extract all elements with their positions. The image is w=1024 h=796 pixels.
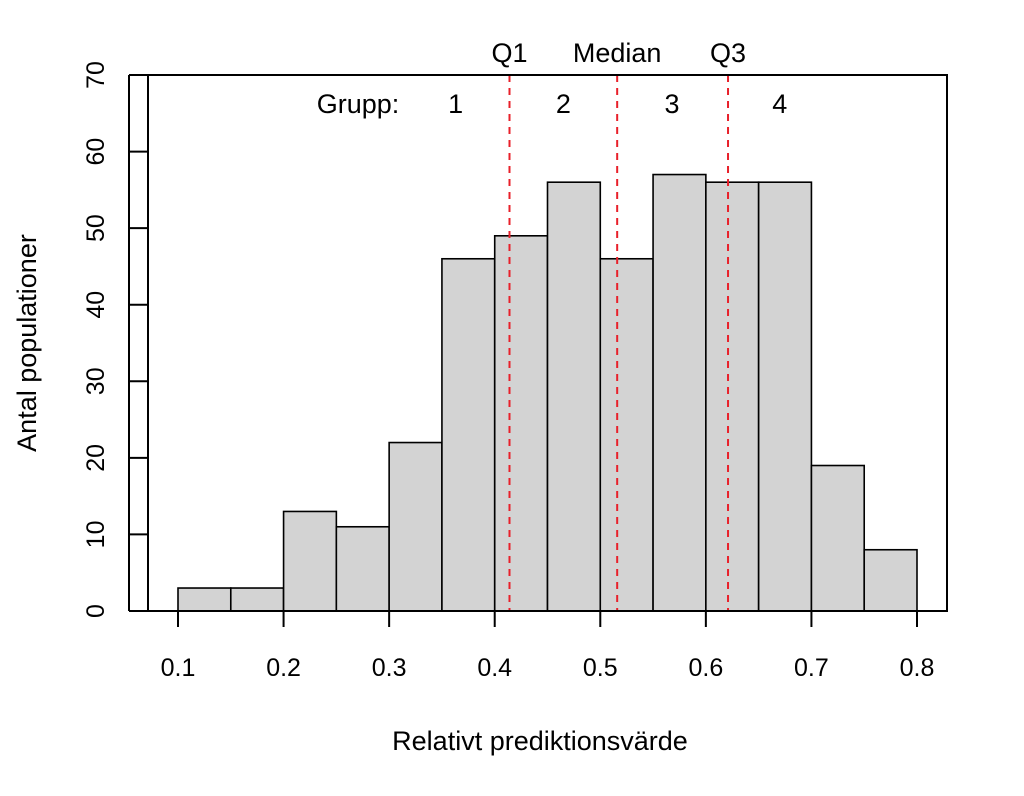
annotations-group: Q1 Median Q3 Grupp: 1 2 3 4 bbox=[317, 38, 788, 119]
group-label: 2 bbox=[556, 89, 571, 119]
group-label: 1 bbox=[448, 89, 463, 119]
group-label: 3 bbox=[665, 89, 680, 119]
y-tick-label: 60 bbox=[82, 138, 110, 166]
x-tick-label: 0.7 bbox=[794, 654, 829, 682]
histogram-bar bbox=[546, 181, 602, 612]
histogram-bar bbox=[652, 173, 707, 612]
y-tick-label: 40 bbox=[82, 291, 110, 319]
x-axis: 0.1 0.2 0.3 0.4 0.5 0.6 0.7 0.8 bbox=[161, 610, 935, 682]
y-tick-label: 70 bbox=[82, 61, 110, 89]
y-tick-label: 50 bbox=[82, 214, 110, 242]
x-tick-label: 0.3 bbox=[372, 654, 407, 682]
y-axis-label: Antal populationer bbox=[12, 234, 42, 452]
reference-line-label: Q1 bbox=[491, 38, 527, 68]
y-tick-label: 30 bbox=[82, 367, 110, 395]
bars-group bbox=[177, 173, 918, 612]
y-tick-label: 20 bbox=[82, 444, 110, 472]
x-tick-label: 0.6 bbox=[688, 654, 723, 682]
histogram-bar bbox=[757, 181, 813, 612]
histogram-bar bbox=[441, 257, 496, 612]
histogram-bar bbox=[705, 181, 760, 612]
reference-line-label: Q3 bbox=[710, 38, 746, 68]
group-prefix-label: Grupp: bbox=[317, 89, 400, 119]
histogram-bar bbox=[388, 441, 443, 612]
histogram-bar bbox=[335, 525, 390, 612]
histogram-bar bbox=[863, 548, 918, 612]
x-axis-label: Relativt prediktionsvärde bbox=[392, 726, 688, 756]
x-tick-label: 0.2 bbox=[266, 654, 301, 682]
group-label: 4 bbox=[772, 89, 787, 119]
histogram-bar bbox=[810, 464, 866, 612]
histogram-bar bbox=[493, 235, 549, 612]
x-tick-label: 0.5 bbox=[583, 654, 618, 682]
y-axis: 0 10 20 30 40 50 60 70 bbox=[82, 61, 148, 618]
histogram-bar bbox=[177, 587, 232, 612]
y-tick-label: 10 bbox=[82, 521, 110, 549]
x-tick-label: 0.1 bbox=[161, 654, 196, 682]
y-tick-label: 0 bbox=[82, 604, 110, 618]
x-tick-label: 0.8 bbox=[900, 654, 935, 682]
histogram-bar bbox=[229, 587, 285, 612]
reference-lines-group bbox=[508, 75, 730, 611]
reference-line-label: Median bbox=[573, 38, 662, 68]
x-tick-label: 0.4 bbox=[477, 654, 512, 682]
histogram-bar bbox=[599, 257, 654, 612]
histogram-bar bbox=[282, 510, 338, 612]
